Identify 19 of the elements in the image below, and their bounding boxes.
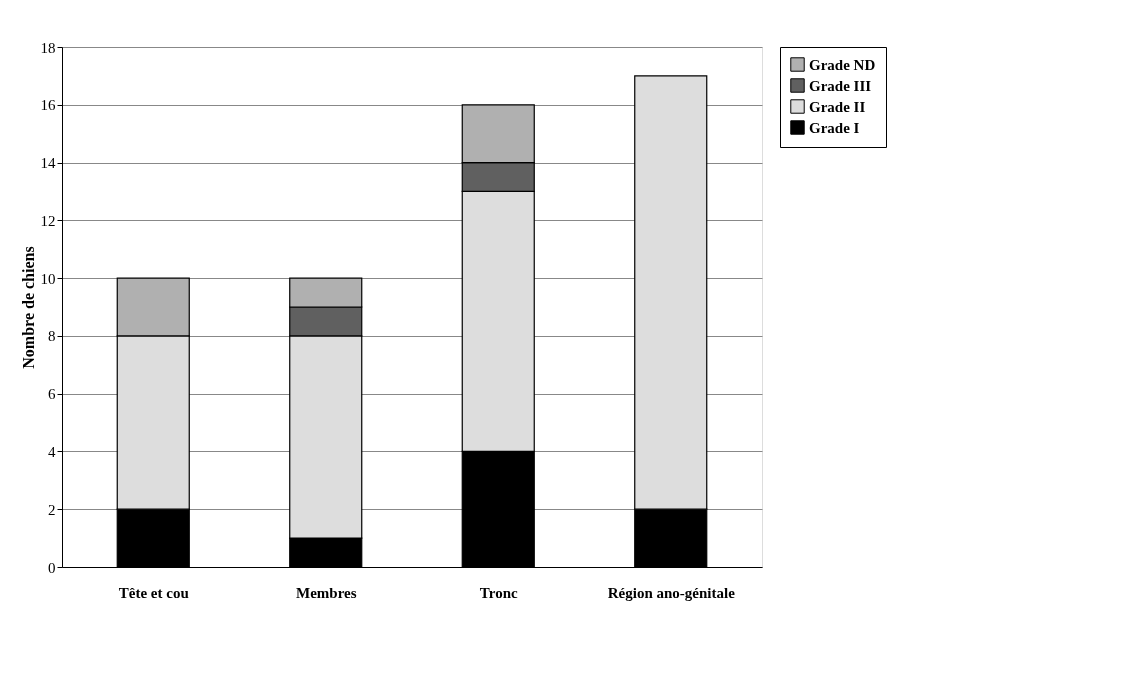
x-tick-label: Tête et cou bbox=[118, 584, 189, 601]
y-tick-label: 16 bbox=[40, 97, 56, 114]
x-tick-label: Tronc bbox=[479, 584, 518, 601]
legend-label: Grade II bbox=[809, 98, 866, 115]
x-tick-label: Région ano-génitale bbox=[607, 584, 736, 601]
legend-label: Grade ND bbox=[809, 56, 876, 73]
y-tick-label: 2 bbox=[48, 501, 56, 518]
legend-label: Grade III bbox=[809, 77, 872, 94]
y-tick-label: 18 bbox=[40, 39, 56, 56]
y-tick-label: 10 bbox=[40, 270, 56, 287]
y-tick-label: 6 bbox=[48, 386, 56, 403]
x-tick-label: Membres bbox=[295, 584, 357, 601]
y-tick-label: 0 bbox=[48, 559, 56, 576]
legend-label: Grade I bbox=[809, 119, 860, 136]
y-axis-title: Nombre de chiens bbox=[19, 246, 37, 369]
y-tick-label: 8 bbox=[48, 328, 56, 345]
y-tick-label: 14 bbox=[40, 155, 56, 172]
y-tick-label: 12 bbox=[40, 212, 56, 229]
y-tick-label: 4 bbox=[48, 443, 56, 460]
